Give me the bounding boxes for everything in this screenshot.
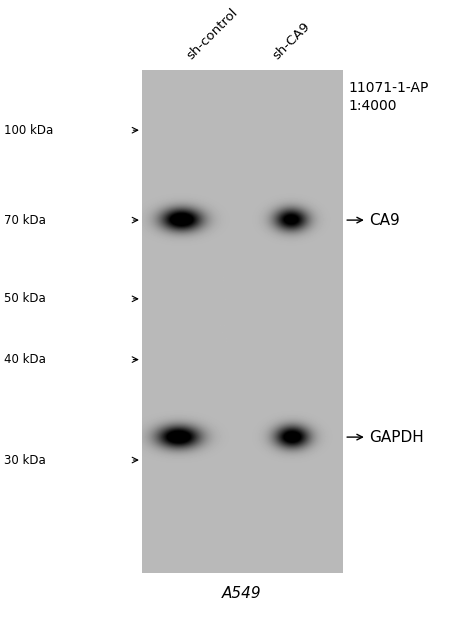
Text: sh-control: sh-control: [184, 6, 240, 62]
Text: 11071-1-AP
1:4000: 11071-1-AP 1:4000: [349, 81, 429, 113]
Text: 70 kDa: 70 kDa: [4, 214, 46, 226]
Text: A549: A549: [222, 587, 261, 601]
Text: sh-CA9: sh-CA9: [270, 20, 312, 62]
Text: CA9: CA9: [369, 213, 400, 228]
Text: 40 kDa: 40 kDa: [4, 353, 46, 366]
Text: GAPDH: GAPDH: [369, 430, 424, 445]
Text: 50 kDa: 50 kDa: [4, 293, 46, 305]
Text: www.PTGlab.com: www.PTGlab.com: [220, 271, 230, 349]
Text: 30 kDa: 30 kDa: [4, 454, 46, 466]
Text: 100 kDa: 100 kDa: [4, 124, 54, 136]
